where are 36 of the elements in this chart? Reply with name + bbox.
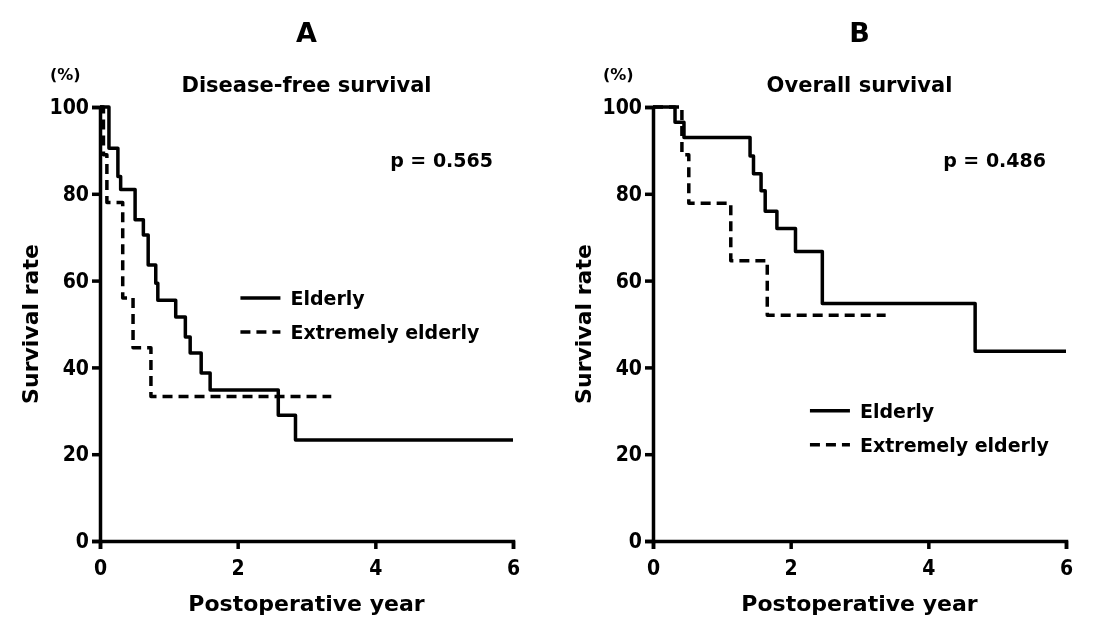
y-tick-label: 60 bbox=[62, 268, 89, 293]
chart-title: B bbox=[849, 17, 870, 48]
legend-label: Extremely elderly bbox=[859, 433, 1050, 456]
y-tick-label: 60 bbox=[615, 268, 642, 293]
chart-subtitle: Overall survival bbox=[766, 73, 953, 97]
x-tick-label: 0 bbox=[93, 556, 108, 581]
x-tick-label: 2 bbox=[784, 556, 798, 581]
x-tick-label: 6 bbox=[1059, 556, 1074, 581]
text: (%) bbox=[603, 65, 634, 84]
y-axis-title: Survival rate bbox=[571, 244, 596, 404]
y-tick-label: 80 bbox=[615, 182, 642, 207]
x-tick-label: 2 bbox=[231, 556, 245, 581]
annotation: p = 0.486 bbox=[943, 149, 1046, 171]
y-axis-title: Survival rate bbox=[18, 244, 43, 404]
x-tick-label: 4 bbox=[922, 556, 936, 581]
y-tick-label: 100 bbox=[49, 95, 89, 120]
x-tick-label: 0 bbox=[646, 556, 661, 581]
x-axis-title: Postoperative year bbox=[188, 591, 425, 616]
y-tick-label: 40 bbox=[62, 355, 89, 380]
legend-label: Elderly bbox=[290, 286, 366, 309]
y-tick-label: 80 bbox=[62, 182, 89, 207]
chart-subtitle: Disease-free survival bbox=[181, 73, 432, 97]
x-tick-label: 6 bbox=[506, 556, 521, 581]
annotation: p = 0.565 bbox=[390, 149, 493, 171]
y-tick-label: 20 bbox=[62, 442, 89, 467]
y-tick-label: 0 bbox=[75, 529, 89, 554]
text: (%) bbox=[50, 65, 81, 84]
x-tick-label: 4 bbox=[369, 556, 383, 581]
x-axis-title: Postoperative year bbox=[741, 591, 978, 616]
y-tick-label: 0 bbox=[628, 529, 642, 554]
y-tick-label: 40 bbox=[615, 355, 642, 380]
legend-label: Extremely elderly bbox=[290, 320, 480, 343]
chart-title: A bbox=[296, 17, 318, 48]
y-tick-label: 20 bbox=[615, 442, 642, 467]
legend-label: Elderly bbox=[859, 399, 935, 422]
y-tick-label: 100 bbox=[602, 95, 642, 120]
